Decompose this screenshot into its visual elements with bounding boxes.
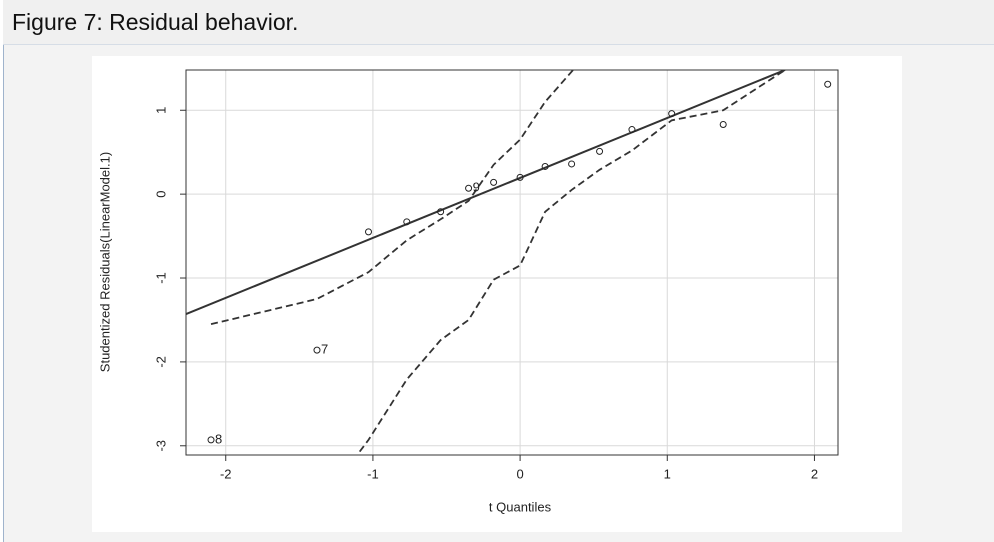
caption-box: Figure 7: Residual behavior. [3,0,994,45]
y-tick-label: -3 [153,440,168,452]
y-tick-label: -1 [153,272,168,284]
x-tick-label: 1 [664,466,671,481]
y-axis-label: Studentized Residuals(LinearModel.1) [97,152,112,372]
x-tick-label: 0 [516,466,523,481]
x-tick-label: -1 [367,466,379,481]
plot-area [186,70,786,453]
y-tick-label: -2 [153,356,168,368]
x-tick-label: -2 [220,466,232,481]
point-label: 7 [321,342,328,357]
data-point [516,173,524,181]
data-point [628,126,636,134]
data-point [719,121,727,129]
plot-frame [185,69,839,456]
data-point [403,218,411,226]
envelope-line [210,70,574,326]
point-label: 9 [473,180,480,195]
envelope-line [358,70,786,453]
data-point [437,208,445,216]
figure-caption: Figure 7: Residual behavior. [12,9,299,35]
y-tick-label: 1 [153,107,168,114]
data-point [541,162,549,170]
data-point [313,346,321,354]
point-label: 8 [215,431,222,446]
data-point [596,147,604,155]
data-point [568,160,576,168]
data-point [824,80,832,88]
reference-line [186,70,786,316]
data-point [365,228,373,236]
y-tick-label: 0 [153,191,168,198]
data-point [207,436,215,444]
x-tick-label: 2 [811,466,818,481]
data-point [668,110,676,118]
data-point [465,184,473,192]
chart-background [92,56,902,532]
data-point [490,178,498,186]
x-axis-label: t Quantiles [489,499,552,514]
